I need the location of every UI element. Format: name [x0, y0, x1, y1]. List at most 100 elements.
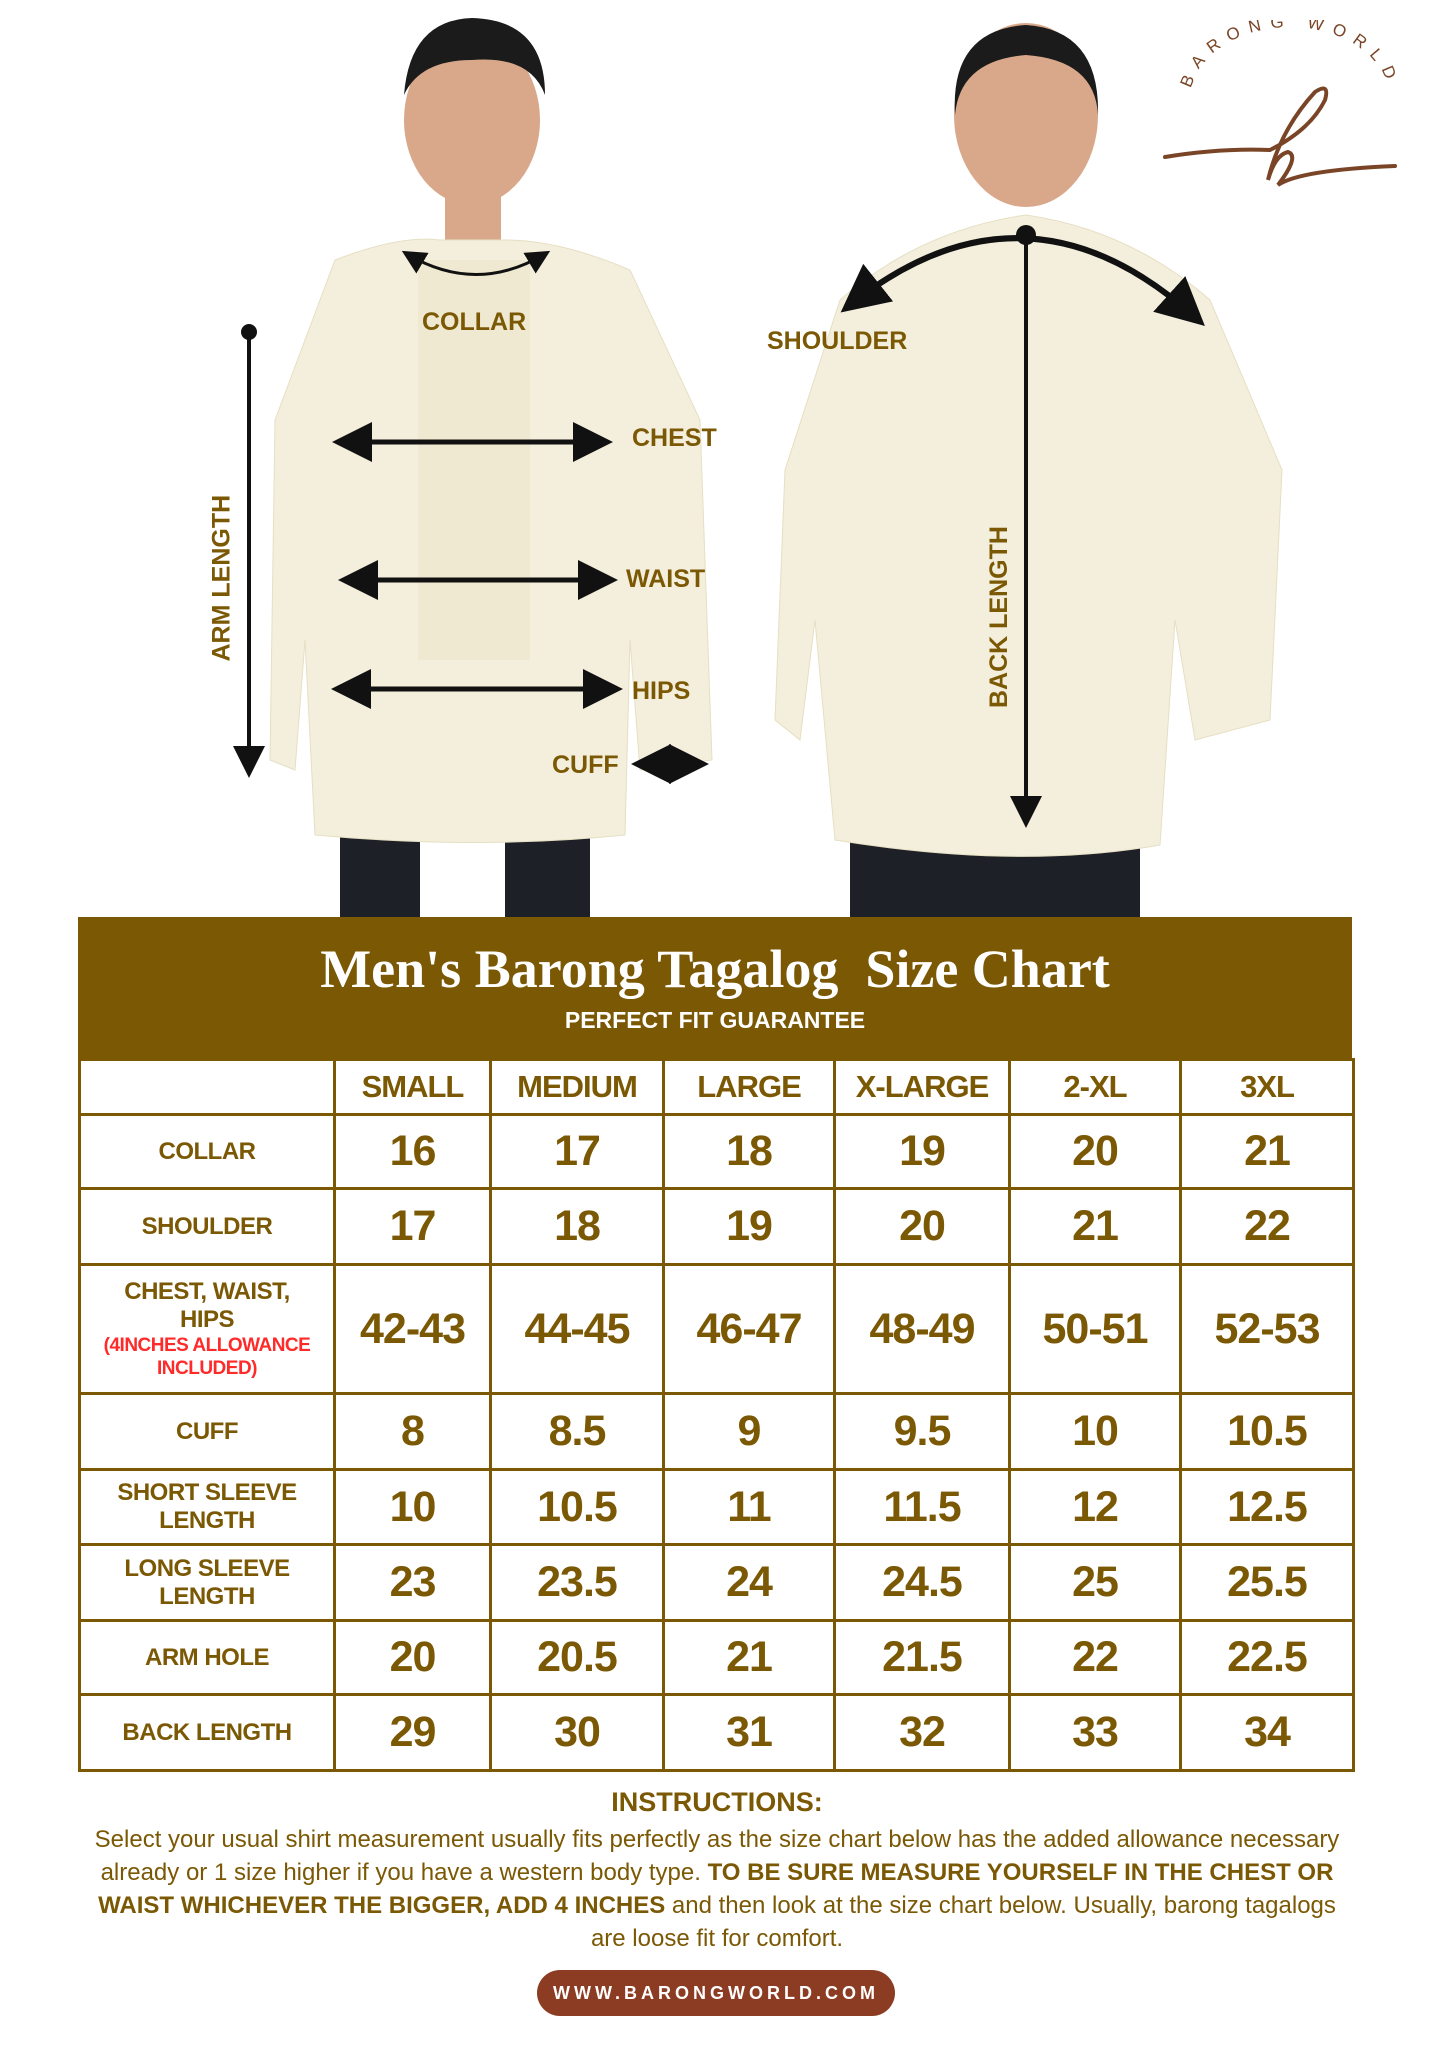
hips-label: HIPS	[632, 677, 691, 705]
size-value: 23	[333, 1543, 492, 1622]
size-table: SMALL MEDIUM LARGE X-LARGE 2-XL 3XL COLLAR 16 17…	[78, 1058, 1355, 1772]
size-value: 48-49	[833, 1263, 1011, 1395]
instructions: INSTRUCTIONS: Select your usual shirt me…	[80, 1786, 1354, 1955]
size-value: 22	[1008, 1619, 1182, 1696]
size-header: SMALL	[333, 1058, 492, 1116]
size-value: 19	[833, 1113, 1011, 1190]
row-label: SHORT SLEEVE LENGTH	[117, 1479, 297, 1534]
arm-length-label: ARM LENGTH	[207, 494, 236, 662]
row-label-cell: CUFF	[78, 1392, 336, 1471]
website-button[interactable]: WWW.BARONGWORLD.COM	[537, 1970, 895, 2016]
size-value: 9.5	[833, 1392, 1011, 1471]
size-value: 10	[333, 1468, 492, 1546]
row-label-cell: ARM HOLE	[78, 1619, 336, 1696]
svg-text:BARONG WORLD: BARONG WORLD	[1177, 20, 1404, 90]
table-row: CUFF 8 8.5 9 9.5 10 10.5	[78, 1392, 1355, 1471]
size-value: 17	[333, 1187, 492, 1266]
chest-label: CHEST	[632, 424, 717, 452]
size-value: 29	[333, 1693, 492, 1772]
instructions-heading: INSTRUCTIONS:	[611, 1787, 823, 1817]
size-value: 20.5	[489, 1619, 665, 1696]
size-value: 20	[833, 1187, 1011, 1266]
size-value: 24.5	[833, 1543, 1011, 1622]
size-value: 20	[1008, 1113, 1182, 1190]
row-label: CUFF	[176, 1417, 238, 1445]
chart-subtitle: PERFECT FIT GUARANTEE	[564, 1007, 866, 1033]
size-value: 52-53	[1179, 1263, 1355, 1395]
size-value: 24	[662, 1543, 836, 1622]
size-value: 25.5	[1179, 1543, 1355, 1622]
corner-cell	[78, 1058, 336, 1116]
size-value: 10.5	[1179, 1392, 1355, 1471]
size-value: 18	[662, 1113, 836, 1190]
size-value: 20	[333, 1619, 492, 1696]
instructions-text-1: Select your usual shirt measurement usua…	[94, 1826, 1340, 1886]
size-value: 17	[489, 1113, 665, 1190]
size-value: 44-45	[489, 1263, 665, 1395]
instructions-text: Select your usual shirt measurement usua…	[80, 1823, 1354, 1955]
size-value: 10.5	[489, 1468, 665, 1546]
size-header: 2-XL	[1008, 1058, 1182, 1116]
size-chart: Men's Barong Tagalog Size Chart PERFECT …	[78, 917, 1355, 1772]
table-row: CHEST, WAIST, HIPS (4INCHES ALLOWANCE INC…	[78, 1263, 1355, 1395]
table-row: SHORT SLEEVE LENGTH 10 10.5 11 11.5 12 12.5	[78, 1468, 1355, 1546]
table-row: SHOULDER 17 18 19 20 21 22	[78, 1187, 1355, 1266]
table-row: BACK LENGTH 29 30 31 32 33 34	[78, 1693, 1355, 1772]
row-label: CHEST, WAIST, HIPS	[124, 1278, 290, 1333]
size-value: 22	[1179, 1187, 1355, 1266]
barong-world-logo: BARONG WORLD	[1150, 12, 1430, 200]
row-label-cell: SHOULDER	[78, 1187, 336, 1266]
size-value: 12	[1008, 1468, 1182, 1546]
size-value: 34	[1179, 1693, 1355, 1772]
size-value: 22.5	[1179, 1619, 1355, 1696]
size-value: 10	[1008, 1392, 1182, 1471]
size-header: 3XL	[1179, 1058, 1355, 1116]
size-value: 11	[662, 1468, 836, 1546]
chart-header: Men's Barong Tagalog Size Chart PERFECT …	[78, 917, 1352, 1058]
barong-model-illustration	[233, 18, 1283, 917]
row-label-cell: BACK LENGTH	[78, 1693, 336, 1772]
table-row: COLLAR 16 17 18 19 20 21	[78, 1113, 1355, 1190]
size-value: 25	[1008, 1543, 1182, 1622]
size-value: 23.5	[489, 1543, 665, 1622]
back-model	[774, 23, 1283, 917]
row-label-cell: LONG SLEEVE LENGTH	[78, 1543, 336, 1622]
size-value: 8	[333, 1392, 492, 1471]
size-value: 9	[662, 1392, 836, 1471]
row-note: (4INCHES ALLOWANCE INCLUDED)	[103, 1335, 311, 1379]
size-value: 11.5	[833, 1468, 1011, 1546]
row-label-cell: CHEST, WAIST, HIPS (4INCHES ALLOWANCE INC…	[78, 1263, 336, 1395]
chart-title: Men's Barong Tagalog Size Chart	[320, 939, 1110, 999]
size-value: 19	[662, 1187, 836, 1266]
size-value: 8.5	[489, 1392, 665, 1471]
size-value: 21	[1179, 1113, 1355, 1190]
size-value: 21	[1008, 1187, 1182, 1266]
size-header: X-LARGE	[833, 1058, 1011, 1116]
size-value: 21	[662, 1619, 836, 1696]
model-photos: COLLAR CHEST WAIST HIPS CUFF ARM LENGTH …	[0, 0, 1434, 917]
row-label: SHOULDER	[141, 1212, 273, 1240]
cuff-label: CUFF	[552, 751, 619, 779]
header-row: SMALL MEDIUM LARGE X-LARGE 2-XL 3XL	[78, 1058, 1355, 1116]
size-value: 50-51	[1008, 1263, 1182, 1395]
size-value: 31	[662, 1693, 836, 1772]
front-model	[269, 18, 713, 917]
size-value: 32	[833, 1693, 1011, 1772]
instructions-bold: TO BE SURE MEASURE YOURSELF IN THE CHEST…	[98, 1859, 1334, 1919]
waist-label: WAIST	[626, 565, 706, 593]
instructions-text-2: and then look at the size chart below. U…	[590, 1892, 1336, 1952]
size-header: LARGE	[662, 1058, 836, 1116]
size-value: 18	[489, 1187, 665, 1266]
size-value: 16	[333, 1113, 492, 1190]
back-length-label: BACK LENGTH	[985, 526, 1013, 708]
row-label: LONG SLEEVE LENGTH	[124, 1554, 290, 1610]
size-value: 46-47	[662, 1263, 836, 1395]
size-value: 30	[489, 1693, 665, 1772]
shoulder-label: SHOULDER	[767, 327, 908, 355]
row-label: COLLAR	[158, 1137, 256, 1165]
size-value: 42-43	[333, 1263, 492, 1395]
row-label-cell: SHORT SLEEVE LENGTH	[78, 1468, 336, 1546]
row-label: ARM HOLE	[145, 1643, 270, 1671]
collar-label: COLLAR	[422, 308, 527, 336]
row-label-cell: COLLAR	[78, 1113, 336, 1190]
